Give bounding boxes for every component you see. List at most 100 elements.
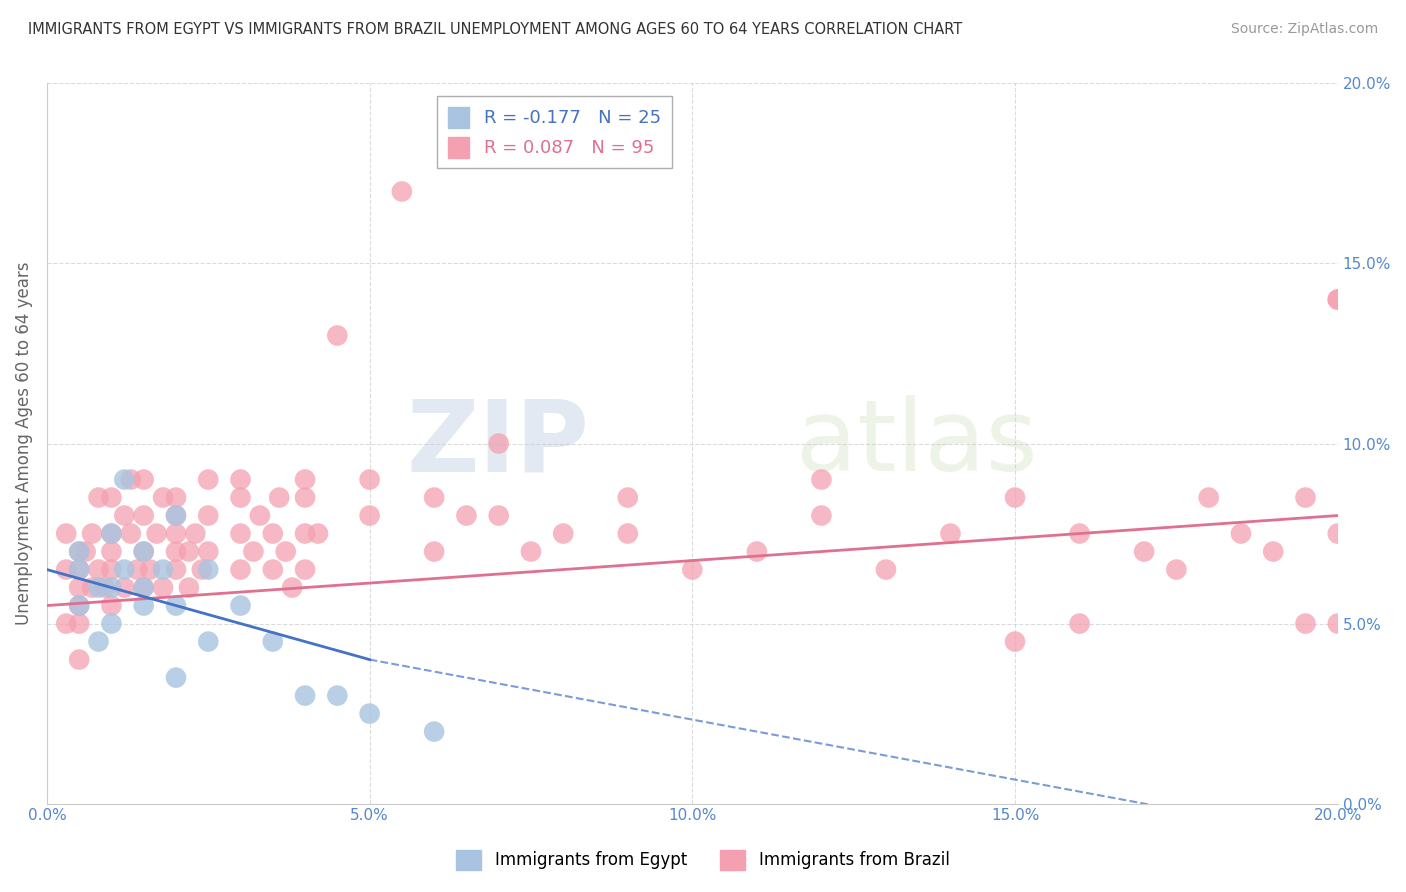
Point (269, 491, 291, 505)
Point (67, 599, 90, 613)
Point (100, 491, 122, 505)
Point (810, 508, 832, 523)
Point (326, 689, 349, 703)
Point (423, 724, 446, 739)
Point (87, 563, 110, 577)
Point (274, 544, 297, 558)
Point (359, 706, 381, 721)
Point (55, 563, 77, 577)
Point (1326, 616, 1348, 631)
Point (1069, 526, 1091, 541)
Point (745, 544, 768, 558)
Point (553, 526, 575, 541)
Point (229, 563, 252, 577)
Point (100, 563, 122, 577)
Point (100, 526, 122, 541)
Point (191, 563, 214, 577)
Point (359, 473, 381, 487)
Point (617, 491, 640, 505)
Point (1326, 293, 1348, 307)
Point (242, 544, 264, 558)
Point (132, 599, 155, 613)
Point (100, 581, 122, 595)
Point (87, 491, 110, 505)
Point (197, 634, 219, 648)
Point (681, 563, 703, 577)
Point (165, 599, 187, 613)
Point (939, 526, 962, 541)
Point (112, 508, 135, 523)
Point (112, 563, 135, 577)
Point (112, 473, 135, 487)
Point (1230, 526, 1253, 541)
Legend: R = -0.177   N = 25, R = 0.087   N = 95: R = -0.177 N = 25, R = 0.087 N = 95 (437, 96, 672, 169)
Point (165, 563, 187, 577)
Point (177, 544, 200, 558)
Point (165, 526, 187, 541)
Point (165, 491, 187, 505)
Point (67, 563, 90, 577)
Point (294, 526, 316, 541)
Point (229, 599, 252, 613)
Point (132, 581, 155, 595)
Y-axis label: Unemployment Among Ages 60 to 64 years: Unemployment Among Ages 60 to 64 years (15, 261, 32, 625)
Point (132, 473, 155, 487)
Point (294, 491, 316, 505)
Point (1004, 491, 1026, 505)
Point (80, 581, 103, 595)
Point (294, 689, 316, 703)
Point (67, 599, 90, 613)
Point (262, 634, 284, 648)
Point (326, 328, 349, 343)
Point (281, 581, 304, 595)
Point (1295, 616, 1317, 631)
Text: atlas: atlas (796, 395, 1038, 492)
Point (87, 634, 110, 648)
Point (1069, 616, 1091, 631)
Point (132, 544, 155, 558)
Point (1198, 491, 1220, 505)
Point (1326, 293, 1348, 307)
Point (67, 544, 90, 558)
Point (165, 508, 187, 523)
Point (617, 526, 640, 541)
Point (1166, 563, 1188, 577)
Point (165, 508, 187, 523)
Text: ZIP: ZIP (406, 395, 589, 492)
Point (67, 544, 90, 558)
Point (67, 652, 90, 666)
Point (67, 581, 90, 595)
Point (55, 616, 77, 631)
Point (120, 473, 142, 487)
Point (488, 508, 510, 523)
Point (152, 563, 174, 577)
Point (100, 616, 122, 631)
Point (55, 526, 77, 541)
Point (132, 544, 155, 558)
Point (391, 185, 413, 199)
Point (100, 526, 122, 541)
Point (520, 544, 543, 558)
Point (456, 508, 478, 523)
Point (1133, 544, 1156, 558)
Point (197, 544, 219, 558)
Legend: Immigrants from Egypt, Immigrants from Brazil: Immigrants from Egypt, Immigrants from B… (450, 843, 956, 877)
Point (127, 563, 149, 577)
Point (1263, 544, 1285, 558)
Point (197, 473, 219, 487)
Point (120, 526, 142, 541)
Point (145, 526, 167, 541)
Point (87, 581, 110, 595)
Point (94, 581, 117, 595)
Point (100, 599, 122, 613)
Point (294, 473, 316, 487)
Point (112, 581, 135, 595)
Point (67, 563, 90, 577)
Point (1295, 491, 1317, 505)
Point (184, 526, 207, 541)
Point (165, 544, 187, 558)
Text: Source: ZipAtlas.com: Source: ZipAtlas.com (1230, 22, 1378, 37)
Point (197, 563, 219, 577)
Point (307, 526, 329, 541)
Point (152, 491, 174, 505)
